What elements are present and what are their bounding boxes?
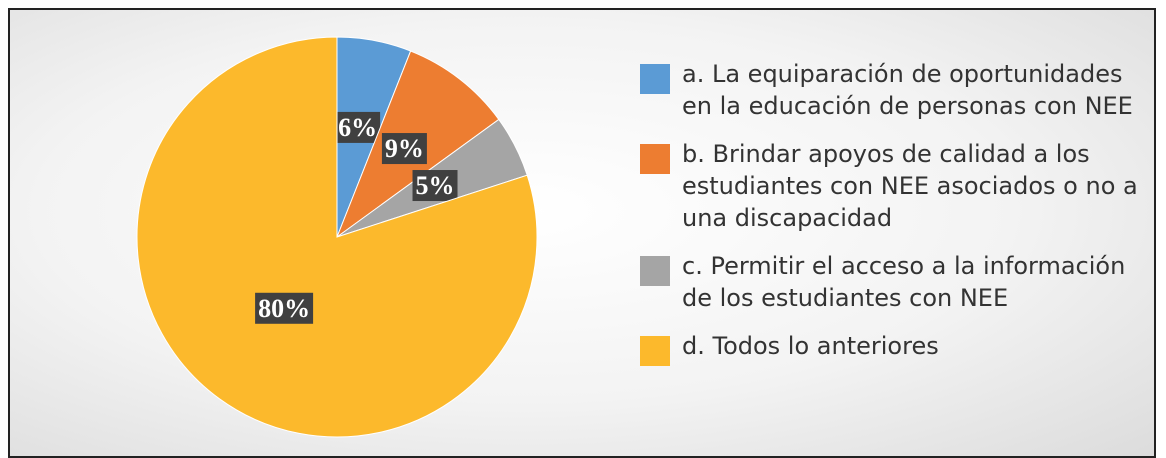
legend-swatch — [640, 64, 670, 94]
legend-item: b. Brindar apoyos de calidad a los estud… — [640, 138, 1140, 234]
data-label: 9% — [385, 134, 424, 163]
legend-swatch — [640, 336, 670, 366]
legend-item: c. Permitir el acceso a la información d… — [640, 250, 1140, 314]
legend-label: b. Brindar apoyos de calidad a los estud… — [682, 140, 1138, 232]
legend-swatch — [640, 256, 670, 286]
data-label: 6% — [338, 113, 377, 142]
pie-slice — [136, 36, 538, 438]
data-label-group: 80% — [255, 292, 314, 324]
legend-item: a. La equiparación de oportunidades en l… — [640, 58, 1140, 122]
legend-item: d. Todos lo anteriores — [640, 330, 1140, 366]
legend-label: c. Permitir el acceso a la información d… — [682, 252, 1126, 312]
legend-swatch — [640, 144, 670, 174]
data-label-group: 6% — [335, 111, 381, 143]
legend-label: d. Todos lo anteriores — [682, 332, 939, 360]
legend: a. La equiparación de oportunidades en l… — [640, 58, 1140, 382]
data-label-box — [381, 133, 427, 165]
legend-label: a. La equiparación de oportunidades en l… — [682, 60, 1133, 120]
data-label-box — [255, 292, 314, 324]
data-label: 5% — [416, 171, 455, 200]
data-label-box — [335, 111, 381, 143]
data-label-group: 9% — [381, 133, 427, 165]
data-label: 80% — [258, 294, 310, 323]
data-label-box — [412, 170, 458, 202]
data-label-group: 5% — [412, 170, 458, 202]
